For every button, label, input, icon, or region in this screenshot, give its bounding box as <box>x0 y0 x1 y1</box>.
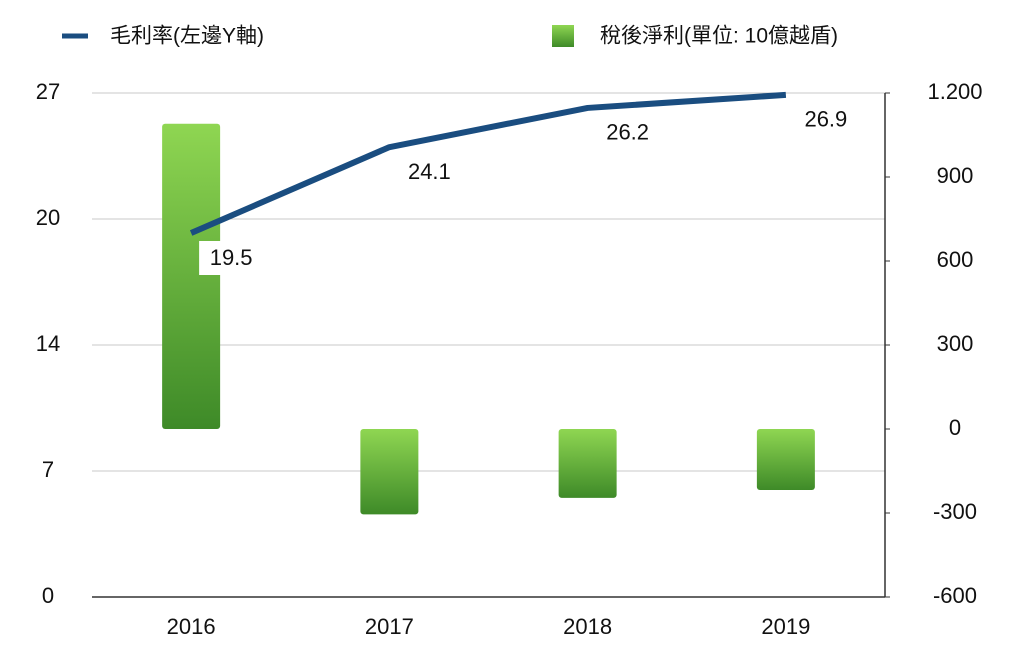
data-label-bg <box>793 102 854 137</box>
data-label-bg <box>199 241 260 275</box>
legend-label: 稅後淨利(單位: 10億越盾) <box>600 25 838 48</box>
data-label: 24.1 <box>408 159 451 184</box>
data-label: 19.5 <box>210 245 253 270</box>
bar <box>558 429 617 498</box>
y2-tick-label: -300 <box>933 499 977 524</box>
y2-tick-label: 300 <box>937 331 974 356</box>
line <box>189 91 787 236</box>
y2-tick-label: 600 <box>937 247 974 272</box>
y2-tick-label: -600 <box>933 583 977 608</box>
legend-swatch <box>552 25 574 47</box>
x-tick-label: 2016 <box>167 614 216 639</box>
data-label: 26.9 <box>804 107 847 132</box>
x-tick-label: 2017 <box>365 614 414 639</box>
y-tick-label: 0 <box>42 583 54 608</box>
bar <box>756 429 815 491</box>
y2-tick-label: 0 <box>949 415 961 440</box>
y-tick-label: 7 <box>42 457 54 482</box>
y-tick-label: 20 <box>36 205 60 230</box>
y-tick-label: 14 <box>36 331 60 356</box>
legend: 毛利率(左邊Y軸) 稅後淨利(單位: 10億越盾) <box>62 25 838 48</box>
y2-tick-label: 1.200 <box>927 79 982 104</box>
bar <box>360 429 419 515</box>
x-tick-label: 2018 <box>563 614 612 639</box>
x-tick-label: 2019 <box>761 614 810 639</box>
legend-label: 毛利率(左邊Y軸) <box>110 25 264 48</box>
bar <box>162 123 221 430</box>
y2-tick-label: 900 <box>937 163 974 188</box>
data-label-bg <box>397 155 458 190</box>
data-label: 26.2 <box>606 120 649 145</box>
data-label-bg <box>595 115 656 150</box>
y-tick-label: 27 <box>36 79 60 104</box>
